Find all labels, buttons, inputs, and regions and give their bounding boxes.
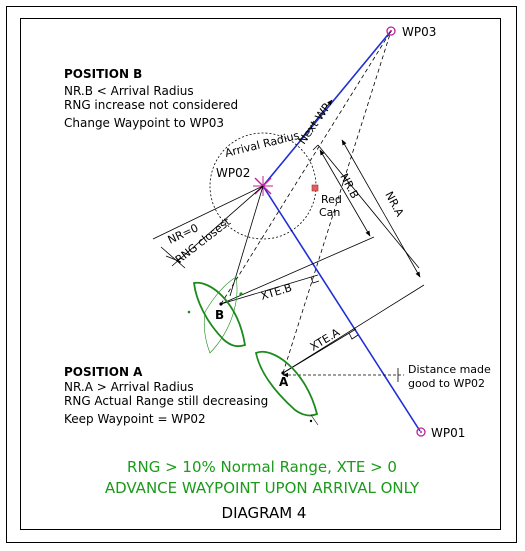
boat-a-hull (254, 350, 319, 417)
dashed-bearing-b-wp03 (220, 30, 392, 305)
wp03-marker (386, 26, 396, 36)
dashed-bearing-a-wp03 (282, 30, 392, 374)
xte-a-label: XTE.A (308, 326, 343, 354)
boat-b-hull (193, 281, 247, 348)
xte-b-line (220, 274, 319, 305)
wp01-marker (416, 427, 426, 437)
red-can-label-2: Can (319, 206, 340, 219)
position-b-line-1: NR.B < Arrival Radius (64, 84, 194, 98)
red-can-label-1: Red (321, 193, 342, 206)
diagram-title: DIAGRAM 4 (222, 504, 307, 522)
position-a-line-3: Keep Waypoint = WP02 (64, 412, 206, 426)
position-a-line-2: RNG Actual Range still decreasing (64, 394, 268, 408)
position-b-line-2: RNG increase not considered (64, 98, 238, 112)
nr-a-label: NR.A (382, 189, 406, 219)
distance-made-good-label-2: good to WP02 (408, 377, 485, 390)
position-a-title: POSITION A (64, 365, 143, 379)
outer-border (6, 6, 517, 543)
route-leg-wp02-wp03 (262, 30, 392, 187)
xte-b-label: XTE.B (259, 281, 293, 303)
boat-a-label: A (279, 375, 289, 389)
wp02-label: WP02 (216, 166, 250, 180)
xte-a-line (282, 328, 357, 374)
rule-caption: RNG > 10% Normal Range, XTE > 0 (127, 458, 397, 476)
red-can-buoy (311, 184, 319, 192)
inner-border (20, 18, 501, 530)
position-b-line-3: Change Waypoint to WP03 (64, 116, 224, 130)
next-wp-label: Next WP (296, 101, 334, 147)
wp01-label: WP01 (431, 426, 465, 440)
advance-waypoint-caption: ADVANCE WAYPOINT UPON ARRIVAL ONLY (105, 479, 420, 497)
boat-b-label: B (215, 308, 224, 322)
position-a-line-1: NR.A > Arrival Radius (64, 380, 194, 394)
boat-b-ghost (203, 276, 238, 354)
position-b-title: POSITION B (64, 67, 142, 81)
distance-made-good-label-1: Distance made (408, 363, 491, 376)
nr-a-dimension (341, 139, 421, 278)
route-leg-wp02-wp01 (262, 185, 421, 432)
wp03-label: WP03 (402, 25, 436, 39)
